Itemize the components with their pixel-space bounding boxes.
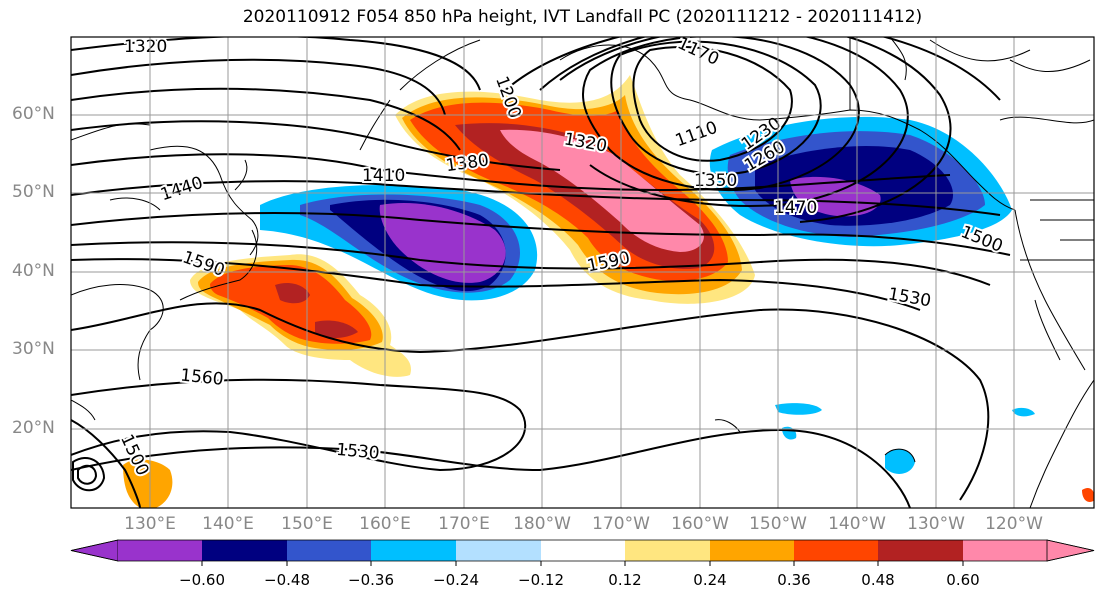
lat-label: 30°N [12, 339, 55, 359]
colorbar-tick-label: 0.36 [777, 571, 811, 589]
colorbar-tick-label: 0.24 [693, 571, 727, 589]
colorbar-cell [371, 540, 456, 561]
contour-label: 1530 [886, 284, 932, 311]
lon-label: 140°E [202, 514, 254, 534]
lon-label: 170°E [438, 514, 490, 534]
colorbar-extend-low [70, 539, 119, 562]
colorbar-cell [878, 540, 963, 561]
lon-label: 150°E [281, 514, 333, 534]
map-title: 2020110912 F054 850 hPa height, IVT Land… [242, 7, 923, 27]
colorbar-cell [963, 540, 1047, 561]
lon-label: 130°W [907, 514, 965, 534]
contour-label: 1530 [335, 440, 380, 464]
colorbar-tick-label: −0.12 [518, 571, 564, 589]
colorbar-cell [118, 540, 202, 561]
colorbar-tick-label: −0.48 [264, 571, 310, 589]
lon-label: 160°W [671, 514, 729, 534]
height-contours [71, 37, 1011, 508]
colorbar-cell [202, 540, 287, 561]
colorbar-outline [70, 539, 1095, 562]
coastlines [71, 37, 1094, 508]
colorbar-cell [456, 540, 541, 561]
colorbar-extend-high [1046, 539, 1095, 562]
colorbar-tick-label: −0.36 [348, 571, 394, 589]
lon-label: 170°W [592, 514, 650, 534]
contour-label: 1470 [774, 198, 817, 218]
colorbar-cell [287, 540, 371, 561]
contour-label: 1560 [179, 365, 224, 389]
ivt-positive-west [123, 254, 1094, 508]
lat-label: 40°N [12, 261, 55, 281]
colorbar-cell [710, 540, 794, 561]
contour-label: 1410 [362, 166, 405, 186]
colorbar-cell [625, 540, 710, 561]
contour-label: 1170 [674, 33, 722, 69]
lon-label: 160°E [359, 514, 411, 534]
colorbar-tick-label: −0.24 [433, 571, 479, 589]
colorbar [70, 539, 1095, 566]
contour-label: 1320 [124, 37, 167, 57]
lat-label: 20°N [12, 418, 55, 438]
contour-label: 1110 [673, 118, 720, 152]
colorbar-tick-label: −0.60 [179, 571, 225, 589]
lon-label: 140°W [828, 514, 886, 534]
colorbar-cell [541, 540, 625, 561]
lon-label: 150°W [749, 514, 807, 534]
lon-label: 180°W [513, 514, 571, 534]
lat-label: 50°N [12, 182, 55, 202]
colorbar-cell [794, 540, 878, 561]
lat-label: 60°N [12, 104, 55, 124]
colorbar-tick-label: 0.48 [861, 571, 895, 589]
lon-label: 120°W [985, 514, 1043, 534]
contour-label: 1440 [158, 173, 205, 205]
colorbar-tick-label: 0.60 [946, 571, 980, 589]
contour-label: 1500 [116, 431, 152, 479]
map-frame [70, 36, 1095, 509]
contour-labels: 1320 1170 1200 1110 1230 1260 1380 1320 … [114, 33, 1007, 481]
gridlines [71, 37, 1094, 508]
lon-label: 130°E [124, 514, 176, 534]
colorbar-tick-label: 0.12 [608, 571, 642, 589]
